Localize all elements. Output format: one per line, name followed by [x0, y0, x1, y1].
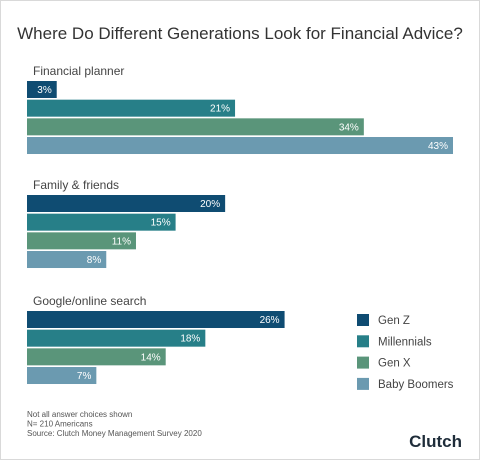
data-label-family-friends-millennials: 15%	[151, 218, 171, 229]
footnote-1: Not all answer choices shown	[27, 410, 132, 419]
legend-swatch-gen-z	[357, 314, 369, 326]
bar-google-online-search-millennials	[27, 329, 206, 347]
category-label-family-friends: Family & friends	[33, 178, 119, 192]
bar-financial-planner-gen-z	[27, 81, 57, 98]
legend: Gen Z Millennials Gen X Baby Boomers	[357, 314, 454, 391]
legend-label-gen-x: Gen X	[378, 358, 411, 370]
bar-financial-planner-baby-boomers	[27, 137, 453, 155]
bar-family-friends-baby-boomers	[27, 251, 107, 269]
data-label-financial-planner-millennials: 21%	[210, 104, 230, 115]
footnote-3: Source: Clutch Money Management Survey 2…	[27, 429, 202, 438]
category-label-google-online-search: Google/online search	[33, 294, 146, 308]
clutch-logo: Clutch	[409, 432, 462, 451]
footnote-2: N= 210 Americans	[27, 420, 93, 429]
bar-google-online-search-gen-x	[27, 348, 166, 366]
data-label-google-online-search-gen-x: 14%	[141, 352, 161, 363]
data-label-family-friends-gen-x: 11%	[112, 236, 131, 247]
data-label-google-online-search-gen-z: 26%	[260, 315, 280, 326]
data-label-financial-planner-baby-boomers: 43%	[428, 141, 448, 152]
legend-label-baby-boomers: Baby Boomers	[378, 379, 454, 391]
legend-label-gen-z: Gen Z	[378, 315, 410, 327]
data-label-google-online-search-millennials: 18%	[180, 334, 200, 345]
bar-financial-planner-gen-x	[27, 118, 364, 136]
bar-family-friends-gen-x	[27, 232, 136, 250]
bar-financial-planner-millennials	[27, 99, 236, 117]
legend-swatch-baby-boomers	[357, 377, 369, 390]
chart-title: Where Do Different Generations Look for …	[17, 24, 463, 43]
data-label-family-friends-gen-z: 20%	[200, 199, 220, 210]
data-label-financial-planner-gen-z: 3%	[37, 85, 52, 96]
bar-google-online-search-baby-boomers	[27, 367, 97, 385]
category-label-financial-planner: Financial planner	[33, 64, 124, 78]
bar-family-friends-gen-z	[27, 195, 226, 212]
legend-swatch-millennials	[357, 335, 369, 348]
legend-label-millennials: Millennials	[378, 336, 432, 348]
data-label-family-friends-baby-boomers: 8%	[87, 255, 102, 266]
data-label-financial-planner-gen-x: 34%	[339, 122, 359, 133]
bar-family-friends-millennials	[27, 213, 176, 231]
legend-swatch-gen-x	[357, 356, 369, 369]
bar-google-online-search-gen-z	[27, 311, 285, 328]
data-label-google-online-search-baby-boomers: 7%	[77, 371, 92, 382]
bars-layer: Financial planner 3% 21% 34% 43% Family & fri…	[27, 64, 453, 385]
